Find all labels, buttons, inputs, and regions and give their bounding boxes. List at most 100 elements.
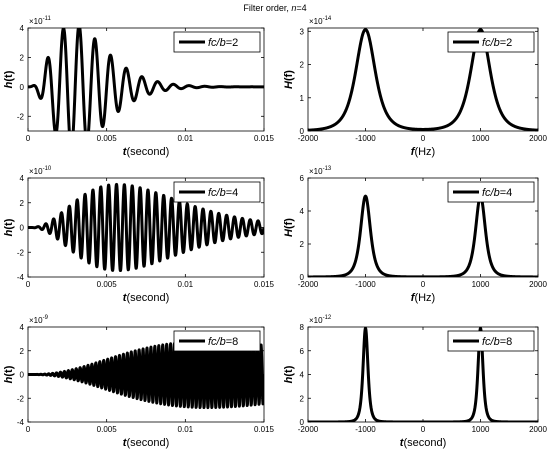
x-axis-label: t(second)	[123, 292, 169, 304]
figure-title-suffix: =4	[296, 3, 306, 13]
y-tick-label: 2	[20, 53, 25, 62]
series-line	[28, 339, 264, 410]
y-tick-label: 4	[300, 207, 305, 216]
x-axis-label: t(second)	[123, 437, 169, 449]
x-tick-label: 0	[421, 425, 426, 434]
legend-box	[447, 31, 535, 53]
x-tick-label: 0	[26, 425, 31, 434]
y-tick-label: 0	[20, 371, 25, 380]
y-tick-label: -4	[17, 273, 25, 282]
x-tick-label: 0.015	[254, 280, 275, 289]
y-tick-label: 2	[300, 240, 305, 249]
x-tick-label: 0.015	[254, 134, 275, 143]
y-tick-label: 1	[300, 94, 305, 103]
x-tick-label: 2000	[529, 134, 547, 143]
y-tick-label: 3	[300, 27, 305, 36]
chart-panel-3: 0 0.005 0.01 0.015 -4 -2 0 2 4 ×10-10 t(second) h(t…	[3, 166, 275, 304]
y-tick-label: 2	[300, 394, 305, 403]
y-tick-label: 2	[20, 347, 25, 356]
axes-box	[307, 27, 539, 132]
chart-panel-1: 0 0.005 0.01 0.015 -2 0 2 4 ×10-11 t(second) h(t) f…	[3, 16, 275, 158]
x-tick-label: 0.005	[97, 280, 118, 289]
y-axis-label: H(f)	[283, 70, 295, 89]
y-axis-label: h(t)	[3, 365, 15, 383]
x-tick-label: 0	[421, 134, 426, 143]
figure-title-prefix: Filter order,	[243, 3, 291, 13]
x-tick-label: 1000	[472, 134, 490, 143]
y-tick-label: -4	[17, 418, 25, 427]
y-tick-label: 0	[20, 83, 25, 92]
x-tick-label: 0.01	[178, 134, 194, 143]
y-axis-label: h(t)	[3, 218, 15, 236]
y-tick-label: 0	[300, 418, 305, 427]
figure-title: Filter order, n=4	[243, 3, 306, 13]
x-tick-label: -1000	[355, 134, 376, 143]
y-axis-label: h(t)	[3, 70, 15, 88]
y-tick-label: 4	[20, 174, 25, 183]
legend-entry: fc/b=4	[208, 187, 238, 199]
y-tick-label: 6	[300, 347, 305, 356]
x-tick-label: 0.005	[97, 134, 118, 143]
y-exponent-label: ×10-9	[29, 315, 49, 325]
x-tick-label: -1000	[355, 425, 376, 434]
chart-panel-5: 0 0.005 0.01 0.015 -4 -2 0 2 4 ×10-9 t(second) h(t)…	[3, 315, 275, 449]
x-tick-label: 0.015	[254, 425, 275, 434]
series-line	[28, 28, 264, 131]
legend-box	[173, 31, 261, 53]
x-axis-label: t(second)	[400, 437, 446, 449]
x-tick-label: 0	[421, 280, 426, 289]
legend-box	[447, 181, 535, 203]
x-tick-label: -1000	[355, 280, 376, 289]
x-tick-label: 0	[26, 134, 31, 143]
x-axis-label: f(Hz)	[411, 292, 435, 304]
y-tick-label: -2	[17, 394, 25, 403]
y-tick-label: 2	[300, 61, 305, 70]
x-tick-label: 2000	[529, 425, 547, 434]
y-tick-label: 2	[20, 199, 25, 208]
y-exponent-label: ×10-13	[309, 166, 332, 176]
x-tick-label: 0.01	[178, 425, 194, 434]
y-exponent-label: ×10-11	[29, 16, 51, 26]
legend-box	[447, 330, 535, 352]
legend-entry: fc/b=8	[208, 336, 238, 348]
y-tick-label: 4	[20, 24, 25, 33]
y-tick-label: 0	[300, 127, 305, 136]
x-tick-label: -2000	[298, 134, 319, 143]
y-tick-label: 0	[20, 224, 25, 233]
y-tick-label: 6	[300, 174, 305, 183]
y-tick-label: 4	[20, 323, 25, 332]
panels: 0 0.005 0.01 0.015 -2 0 2 4 ×10-11 t(second) h(t) f…	[3, 16, 547, 449]
y-tick-label: 0	[300, 273, 305, 282]
legend-box	[173, 181, 261, 203]
y-axis-label: h(t)	[283, 365, 295, 383]
y-tick-label: -2	[17, 248, 25, 257]
y-exponent-label: ×10-10	[29, 166, 52, 176]
x-tick-label: 1000	[472, 280, 490, 289]
chart-panel-4: -2000 -1000 0 1000 2000 0 2 4 6 ×10-13 f(Hz) H(f) fc…	[283, 166, 547, 304]
x-axis-label: t(second)	[123, 146, 169, 158]
x-tick-label: 0.005	[97, 425, 118, 434]
y-axis-label: H(f)	[283, 218, 295, 237]
x-tick-label: 1000	[472, 425, 490, 434]
y-tick-label: -2	[17, 112, 25, 121]
y-tick-label: 8	[300, 323, 305, 332]
x-tick-label: 2000	[529, 280, 547, 289]
x-tick-label: -2000	[298, 425, 319, 434]
legend-entry: fc/b=4	[482, 187, 512, 199]
y-exponent-label: ×10-12	[309, 315, 332, 325]
x-tick-label: -2000	[298, 280, 319, 289]
chart-panel-2: -2000 -1000 0 1000 2000 0 1 2 3 ×10-14 f(Hz) H(f) fc…	[283, 16, 547, 158]
series-line	[28, 182, 264, 273]
x-axis-label: f(Hz)	[411, 146, 435, 158]
y-tick-label: 4	[300, 371, 305, 380]
legend-entry: fc/b=2	[208, 37, 238, 49]
y-exponent-label: ×10-14	[309, 16, 332, 26]
legend-box	[173, 330, 261, 352]
x-tick-label: 0.01	[178, 280, 194, 289]
x-tick-label: 0	[26, 280, 31, 289]
chart-panel-6: -2000 -1000 0 1000 2000 0 2 4 6 8 ×10-12 t(second) h…	[283, 315, 547, 449]
legend-entry: fc/b=8	[482, 336, 512, 348]
figure-title-var: n	[291, 3, 296, 13]
legend-entry: fc/b=2	[482, 37, 512, 49]
